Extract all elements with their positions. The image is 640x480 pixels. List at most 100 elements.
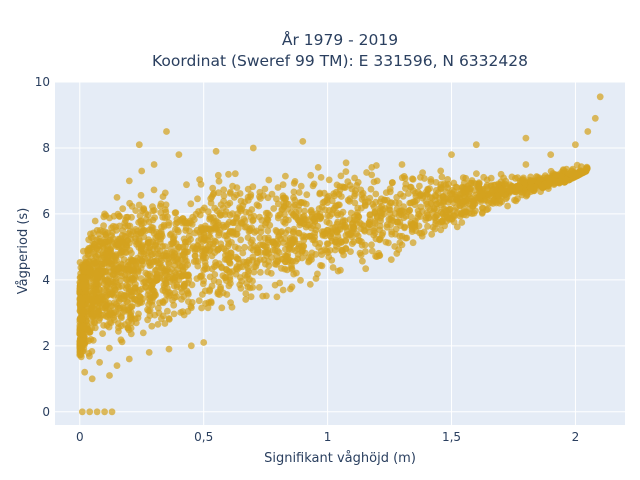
data-point [88, 312, 96, 320]
data-point [278, 264, 285, 272]
data-point [438, 173, 446, 181]
data-point [418, 207, 426, 215]
data-point [316, 213, 324, 220]
data-point [171, 209, 179, 217]
data-point [416, 182, 423, 190]
data-point [351, 192, 358, 200]
data-point [195, 297, 203, 305]
data-point [314, 164, 322, 171]
data-point [419, 192, 427, 200]
data-point [144, 306, 151, 314]
data-point [317, 174, 325, 181]
data-point [208, 282, 216, 290]
data-point [170, 301, 178, 309]
data-point [81, 285, 89, 293]
data-point [225, 170, 232, 178]
data-point [419, 169, 426, 177]
data-point [554, 178, 561, 186]
data-point [224, 201, 232, 209]
data-point [336, 225, 344, 233]
data-point [125, 355, 133, 363]
data-point [166, 291, 174, 299]
data-point [77, 351, 85, 359]
data-point [128, 303, 136, 310]
data-point [528, 177, 536, 185]
data-point [187, 342, 195, 350]
data-point [324, 194, 331, 201]
data-point [121, 223, 129, 231]
data-point [88, 318, 95, 326]
data-point [158, 315, 165, 323]
data-point [423, 200, 431, 208]
data-point [442, 188, 450, 196]
data-point [463, 211, 470, 219]
data-point [229, 227, 237, 235]
data-point [407, 199, 415, 207]
data-point [332, 238, 339, 246]
data-point [387, 256, 395, 263]
data-point [253, 257, 261, 265]
data-point [282, 252, 290, 260]
data-point [255, 284, 263, 291]
data-point [291, 235, 298, 243]
data-point [194, 195, 201, 203]
data-point [161, 243, 169, 250]
data-point [218, 304, 226, 312]
data-point [285, 245, 293, 253]
data-point [200, 266, 208, 274]
data-point [395, 246, 403, 254]
data-point [215, 189, 222, 197]
data-point [118, 261, 126, 269]
data-point [378, 202, 385, 210]
data-point [154, 321, 162, 328]
data-point [192, 257, 200, 265]
data-point [348, 240, 356, 248]
data-point [226, 276, 234, 284]
data-point [93, 408, 101, 416]
data-point [214, 288, 222, 296]
data-point [357, 251, 365, 259]
data-point [146, 312, 154, 319]
data-point [225, 240, 233, 248]
data-point [107, 247, 114, 255]
data-point [264, 227, 272, 235]
data-point [342, 168, 350, 176]
data-point [132, 319, 140, 327]
data-point [333, 202, 340, 210]
data-point [112, 252, 120, 260]
data-point [215, 278, 223, 286]
data-point [196, 176, 204, 184]
data-point [278, 206, 286, 214]
data-point [584, 128, 592, 135]
data-point [206, 233, 214, 241]
data-point [596, 93, 604, 101]
data-point [506, 186, 513, 194]
data-point [261, 185, 269, 193]
data-point [133, 231, 140, 239]
data-point [368, 247, 376, 255]
data-point [316, 189, 324, 197]
data-point [407, 222, 415, 230]
data-point [173, 245, 181, 253]
data-point [136, 292, 143, 300]
data-point [265, 250, 272, 257]
data-point [240, 258, 247, 266]
data-point [437, 218, 445, 226]
data-point [508, 173, 516, 181]
data-point [368, 241, 375, 249]
data-point [281, 235, 289, 243]
data-point [445, 216, 453, 223]
data-point [274, 184, 282, 191]
data-point [472, 180, 480, 188]
data-point [161, 269, 169, 277]
data-point [179, 263, 187, 270]
data-point [402, 234, 409, 242]
data-point [485, 199, 492, 207]
data-point [376, 226, 384, 234]
data-point [577, 163, 585, 171]
data-point [114, 265, 122, 273]
data-point [267, 270, 275, 277]
data-point [175, 228, 182, 236]
data-point [161, 320, 169, 327]
